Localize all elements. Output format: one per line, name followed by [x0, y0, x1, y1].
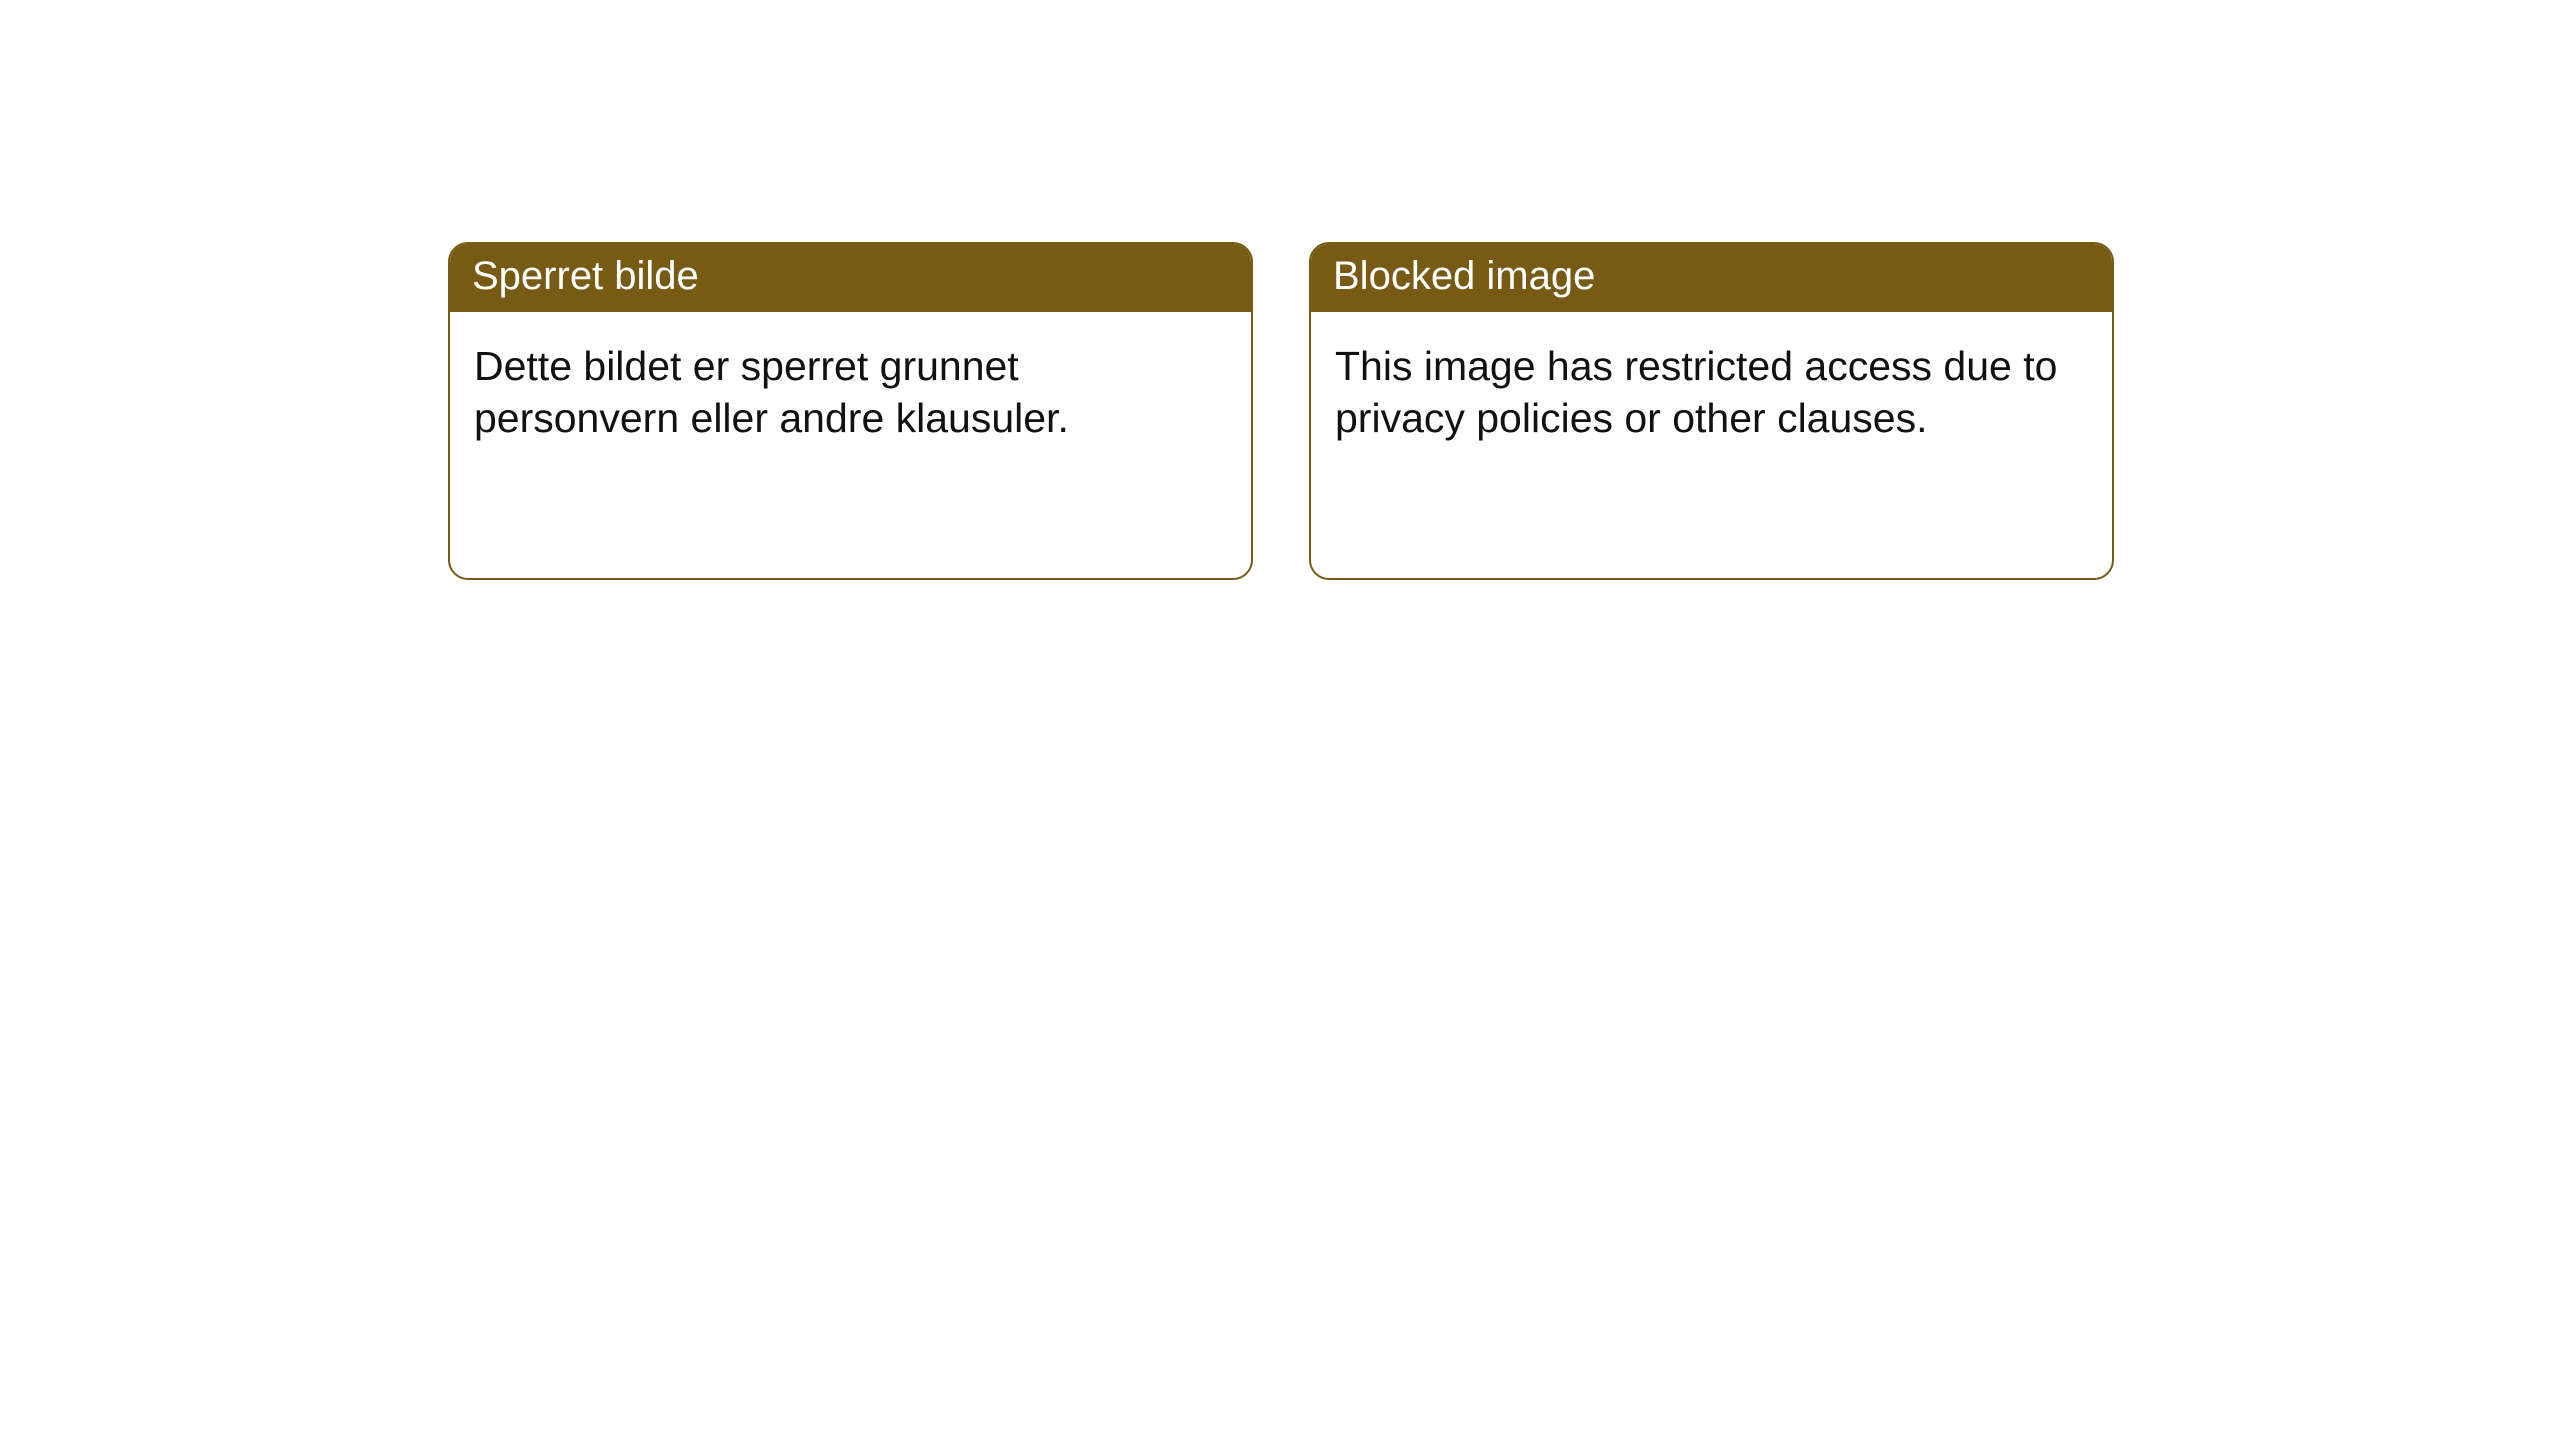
- notice-card-english: Blocked image This image has restricted …: [1309, 242, 2114, 580]
- notice-card-body: Dette bildet er sperret grunnet personve…: [450, 312, 1251, 473]
- notice-card-body: This image has restricted access due to …: [1311, 312, 2112, 473]
- notice-card-norwegian: Sperret bilde Dette bildet er sperret gr…: [448, 242, 1253, 580]
- notice-card-title: Blocked image: [1311, 244, 2112, 312]
- notice-cards-container: Sperret bilde Dette bildet er sperret gr…: [0, 0, 2560, 580]
- notice-card-title: Sperret bilde: [450, 244, 1251, 312]
